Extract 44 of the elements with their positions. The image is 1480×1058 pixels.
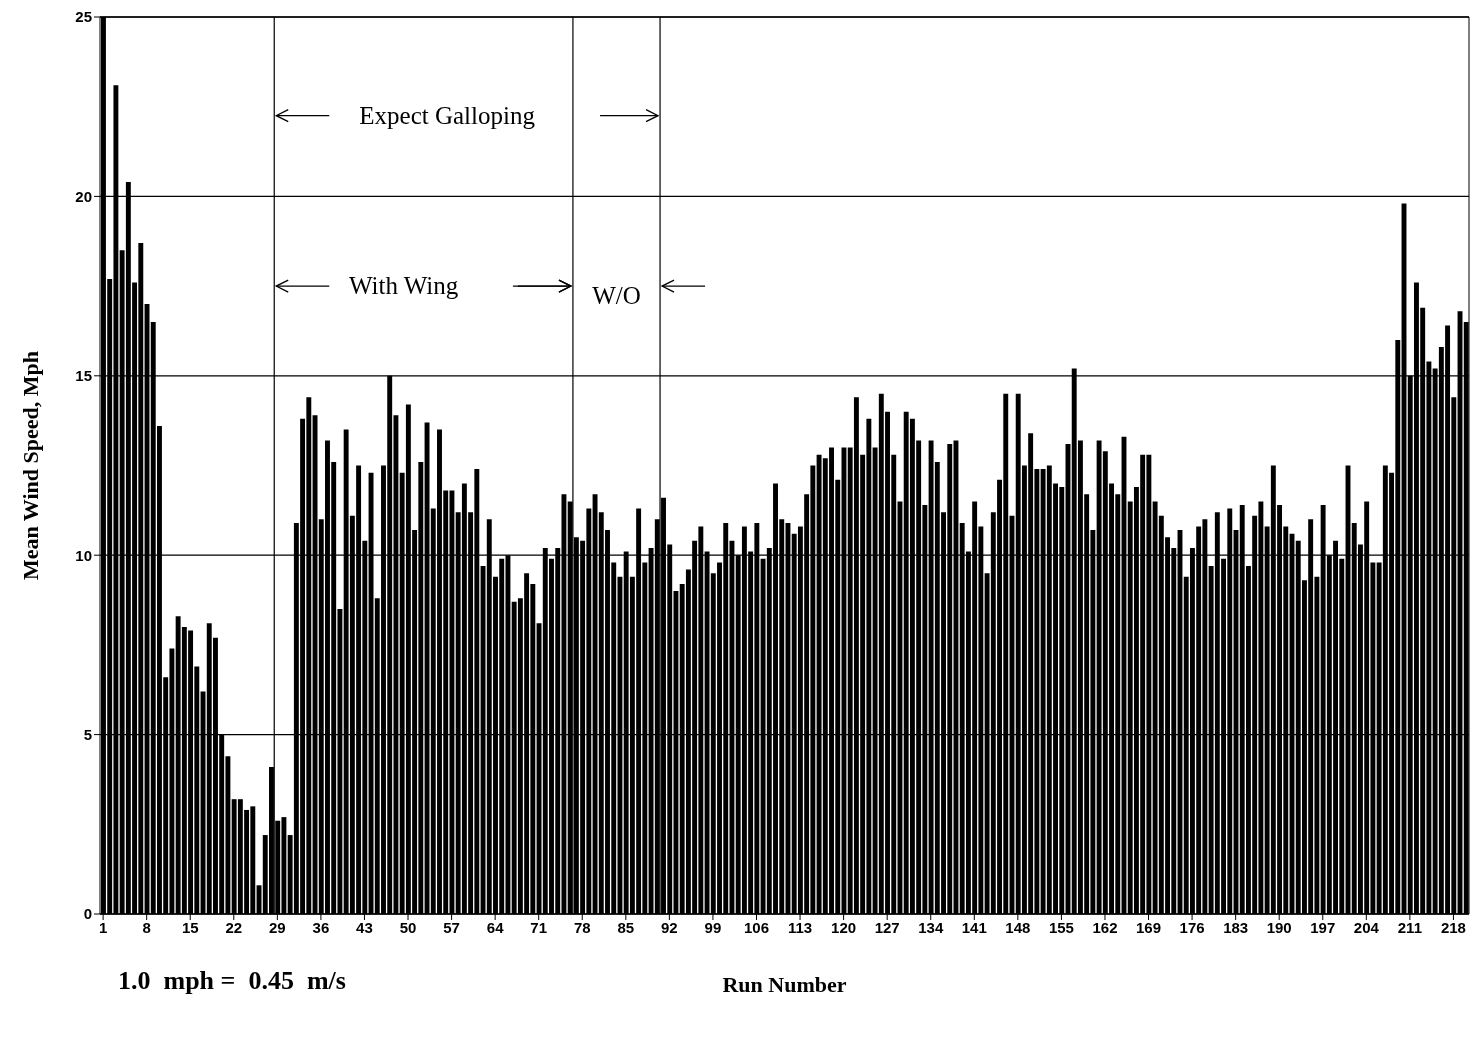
- x-tick-label: 183: [1223, 918, 1249, 936]
- x-tick-label: 148: [1005, 918, 1031, 936]
- annotation: With Wing: [348, 272, 459, 300]
- annotation: W/O: [592, 282, 641, 310]
- y-tick-label: 10: [75, 546, 92, 564]
- x-tick-label: 36: [312, 918, 330, 936]
- x-tick-label: 176: [1179, 918, 1205, 936]
- annotation: Expect Galloping: [359, 101, 536, 129]
- x-tick-label: 22: [225, 918, 243, 936]
- x-tick-label: 120: [831, 918, 857, 936]
- x-axis-title: Run Number: [722, 972, 847, 997]
- x-tick-label: 127: [874, 918, 900, 936]
- x-tick-label: 64: [486, 918, 505, 936]
- x-tick-label: 57: [443, 918, 460, 936]
- x-tick-label: 106: [743, 918, 770, 936]
- y-tick-label: 25: [75, 8, 92, 26]
- x-tick-label: 29: [269, 918, 286, 936]
- x-tick-label: 190: [1266, 918, 1292, 936]
- x-tick-label: 99: [704, 918, 722, 936]
- x-tick-label: 71: [530, 918, 548, 936]
- y-tick-label: 20: [75, 187, 92, 205]
- x-tick-label: 85: [617, 918, 635, 936]
- x-tick-label: 141: [961, 918, 987, 936]
- x-tick-label: 15: [181, 918, 199, 936]
- x-tick-label: 1: [98, 918, 108, 936]
- x-tick-label: 218: [1440, 918, 1466, 936]
- x-tick-label: 197: [1310, 918, 1336, 936]
- text: 1.0 mph = 0.45 m/s: [118, 966, 346, 996]
- y-tick-label: 5: [83, 725, 92, 743]
- y-axis-title: Mean Wind Speed, Mph: [17, 350, 43, 581]
- x-tick-label: 204: [1353, 918, 1380, 936]
- x-tick-label: 162: [1092, 918, 1118, 936]
- x-tick-label: 50: [399, 918, 417, 936]
- x-tick-label: 8: [142, 918, 151, 936]
- y-tick-label: 0: [83, 905, 92, 923]
- x-tick-label: 43: [356, 918, 373, 936]
- x-tick-label: 134: [918, 918, 944, 936]
- x-tick-label: 78: [573, 918, 591, 936]
- x-tick-label: 113: [787, 918, 813, 936]
- x-tick-label: 169: [1136, 918, 1162, 936]
- y-tick-label: 15: [75, 367, 92, 385]
- x-tick-label: 211: [1397, 918, 1422, 936]
- x-tick-label: 92: [661, 918, 678, 936]
- x-tick-label: 155: [1048, 918, 1074, 936]
